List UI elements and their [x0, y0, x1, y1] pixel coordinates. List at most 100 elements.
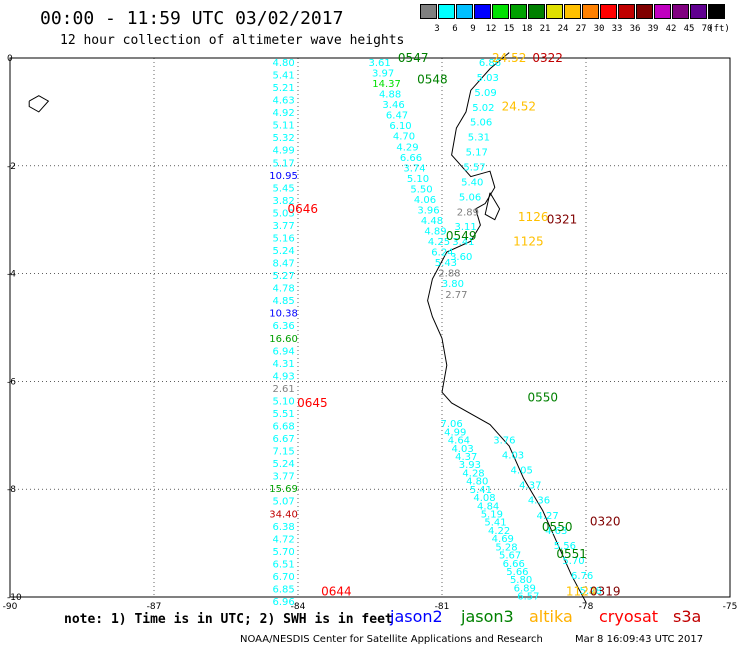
legend-label: 9 — [470, 24, 476, 34]
wave-height-value: 6.94 — [272, 346, 294, 357]
legend-label: 39 — [647, 24, 659, 34]
y-tick-label: -4 — [7, 270, 16, 280]
wave-height-value: 5.16 — [272, 233, 294, 244]
legend-swatch — [510, 4, 527, 19]
wave-height-value: 16.60 — [269, 334, 298, 345]
wave-height-value: 2.88 — [438, 269, 460, 280]
wave-height-value: 3.82 — [272, 196, 294, 207]
wave-height-value: 5.56 — [554, 541, 576, 552]
legend-swatch — [492, 4, 509, 19]
wave-height-value: 34.40 — [269, 509, 298, 520]
pass-time-label: 0321 — [547, 213, 578, 227]
pass-time-label: 0547 — [398, 51, 429, 65]
wave-height-value: 3.61 — [368, 58, 390, 69]
wave-height-value: 5.17 — [272, 158, 294, 169]
map-frame — [9, 57, 731, 598]
x-tick-label: -87 — [147, 602, 162, 612]
legend-label: 33 — [611, 24, 623, 34]
wave-height-value: 4.99 — [444, 427, 466, 438]
wave-height-value: 3.41 — [452, 237, 474, 248]
wave-height-value: 4.05 — [511, 465, 533, 476]
wave-height-value: 4.28 — [462, 468, 484, 479]
y-tick-label: 0 — [7, 54, 13, 64]
wave-height-value: 4.25 — [428, 237, 450, 248]
wave-height-value: 2.77 — [445, 290, 467, 301]
note-text: note: 1) Time is in UTC; 2) SWH is in fe… — [64, 612, 393, 627]
pass-time-label: 0644 — [321, 585, 352, 599]
x-tick-label: -84 — [291, 602, 306, 612]
wave-height-value: 10.95 — [269, 171, 298, 182]
legend-swatch — [636, 4, 653, 19]
legend-unit: (ft) — [708, 24, 730, 34]
wave-height-value: 5.11 — [272, 121, 294, 132]
legend-label: 12 — [485, 24, 497, 34]
legend-label: 3 — [434, 24, 440, 34]
legend-swatch — [528, 4, 545, 19]
wave-height-value: 5.10 — [272, 396, 294, 407]
wave-height-value: 5.17 — [466, 148, 488, 159]
wave-height-value: 6.85 — [272, 584, 294, 595]
wave-height-value: 3.11 — [454, 222, 476, 233]
wave-height-value: 4.93 — [272, 371, 294, 382]
legend-label: 15 — [503, 24, 515, 34]
wave-height-value: 5.24 — [272, 246, 294, 257]
wave-height-value: 6.51 — [272, 559, 294, 570]
pass-time-label: 0550 — [542, 520, 573, 534]
wave-height-value: 5.51 — [272, 409, 294, 420]
legend-swatch — [438, 4, 455, 19]
island-galapagos — [28, 95, 50, 113]
wave-height-value: 5.21 — [272, 83, 294, 94]
legend-label: 21 — [539, 24, 551, 34]
wave-height-value: 4.88 — [379, 90, 401, 101]
y-tick-label: -2 — [7, 162, 16, 172]
wave-height-value: 5.70 — [562, 556, 584, 567]
wave-height-value: 4.36 — [528, 496, 550, 507]
wave-height-value: 6.36 — [272, 321, 294, 332]
wave-height-value: 4.99 — [272, 146, 294, 157]
pass-time-label: 0646 — [288, 202, 319, 216]
wave-height-value: 6.96 — [272, 597, 294, 608]
wave-height-value: 5.45 — [272, 183, 294, 194]
wave-height-value: 4.03 — [451, 444, 473, 455]
wave-height-value: 5.28 — [495, 542, 517, 553]
wave-height-value: 4.80 — [272, 58, 294, 69]
wave-height-value: 15.69 — [269, 484, 298, 495]
wave-height-value: 6.38 — [272, 522, 294, 533]
wave-height-value: 5.43 — [435, 258, 457, 269]
wave-height-value: 6.89 — [514, 583, 536, 594]
legend-label: 30 — [593, 24, 605, 34]
y-tick-label: -8 — [7, 485, 16, 495]
wave-height-value: 5.28 — [580, 586, 602, 597]
wave-height-value: 5.41 — [470, 485, 492, 496]
wave-height-value: 4.78 — [272, 284, 294, 295]
wave-height-value: 3.96 — [417, 205, 439, 216]
x-tick-label: -75 — [723, 602, 738, 612]
wave-height-value: 4.08 — [473, 493, 495, 504]
wave-height-value: 6.70 — [272, 572, 294, 583]
wave-height-value: 6.86 — [479, 58, 501, 69]
wave-height-value: 5.67 — [499, 551, 521, 562]
wave-height-value: 5.19 — [481, 509, 503, 520]
wave-height-value: 5.40 — [461, 177, 483, 188]
wave-height-value: 5.10 — [407, 174, 429, 185]
wave-height-value: 5.06 — [470, 118, 492, 129]
wave-height-value: 3.60 — [450, 252, 472, 263]
wave-height-value: 10.38 — [269, 309, 298, 320]
pass-time-label: 0319 — [590, 585, 621, 599]
wave-height-value: 3.76 — [493, 435, 515, 446]
wave-height-value: 4.72 — [272, 534, 294, 545]
wave-height-value: 4.92 — [272, 108, 294, 119]
wave-height-value: 4.27 — [536, 511, 558, 522]
satellite-jason2: jason2 — [390, 607, 443, 626]
wave-height-value: 5.24 — [272, 459, 294, 470]
wave-height-value: 4.70 — [393, 132, 415, 143]
x-tick-label: -81 — [435, 602, 450, 612]
pass-time-label: 0322 — [532, 51, 563, 65]
page-subtitle: 12 hour collection of altimeter wave hei… — [60, 33, 405, 48]
footer-timestamp: Mar 8 16:09:43 UTC 2017 — [575, 634, 704, 645]
wave-height-value: 4.63 — [545, 526, 567, 537]
satellite-cryosat: cryosat — [599, 607, 659, 626]
legend-swatch — [600, 4, 617, 19]
legend-swatch — [654, 4, 671, 19]
wave-height-value: 5.09 — [474, 88, 496, 99]
